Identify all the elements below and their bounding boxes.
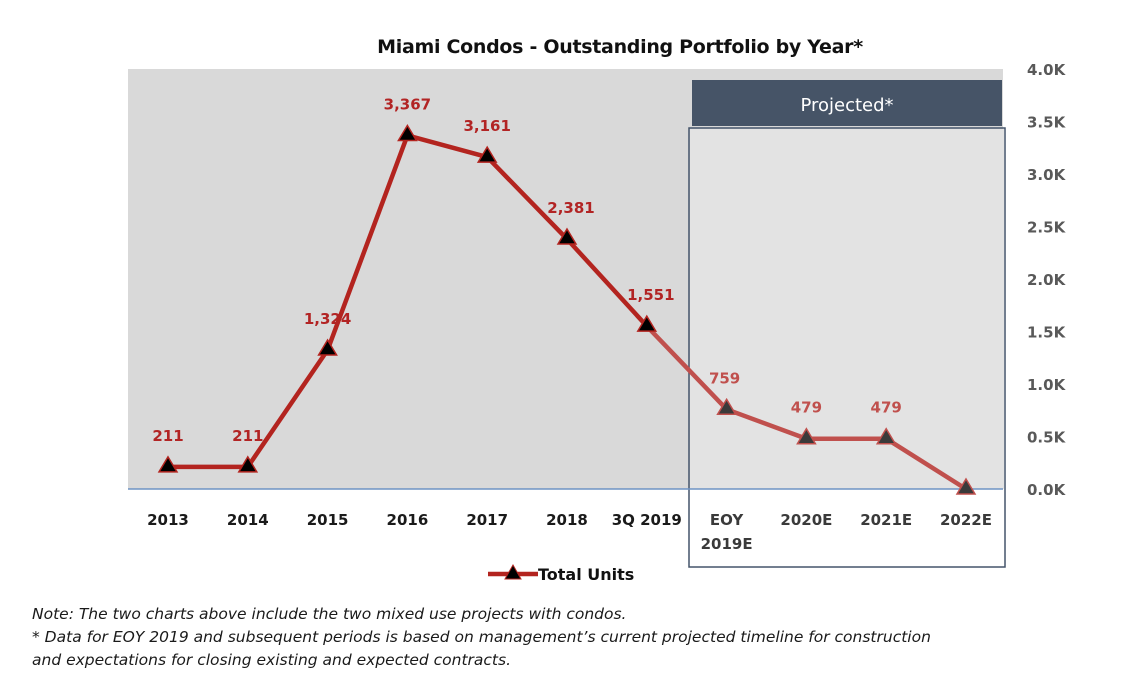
data-point-triangle (716, 397, 737, 416)
series-segment (883, 436, 969, 492)
data-point-triangle (157, 455, 179, 473)
y-tick-label: 0.0K (1027, 481, 1067, 499)
series-segment (564, 236, 650, 329)
note-line: and expectations for closing existing an… (32, 651, 512, 669)
x-tick-label: 2015 (307, 511, 349, 529)
footnotes: Note: The two charts above include the t… (32, 603, 1132, 672)
series-segment (405, 133, 490, 160)
y-tick-label: 4.0K (1027, 61, 1067, 79)
x-tick-label: 2017 (466, 511, 508, 529)
y-tick-label: 0.5K (1027, 429, 1067, 447)
y-tick-label: 2.0K (1027, 271, 1067, 289)
data-point-triangle (237, 455, 259, 473)
data-label: 479 (791, 399, 822, 417)
projected-fill (690, 129, 1004, 489)
legend: Total Units (488, 563, 634, 584)
projected-label: Projected* (800, 95, 893, 116)
data-point-triangle (796, 427, 817, 445)
series-segment (644, 323, 729, 412)
y-tick-label: 2.5K (1027, 219, 1067, 237)
note-line: Note: The two charts above include the t… (32, 605, 627, 623)
legend-triangle-icon (504, 563, 522, 580)
x-tick-label: 3Q 2019 (612, 511, 682, 529)
series-markers (157, 124, 977, 495)
series-total-units (165, 133, 969, 492)
data-point-triangle (955, 477, 977, 495)
series-segment (325, 133, 410, 353)
note-line: * Data for EOY 2019 and subsequent perio… (32, 628, 931, 646)
chart-title: Miami Condos - Outstanding Portfolio by … (377, 36, 863, 58)
x-tick-label: 2020E (780, 511, 832, 529)
data-point-triangle (636, 314, 658, 332)
data-point-triangle (875, 427, 897, 445)
projected-region (688, 127, 1006, 568)
y-tick-label: 3.0K (1027, 166, 1067, 184)
data-label: 1,551 (627, 286, 674, 304)
data-point-triangle (397, 124, 418, 142)
x-tick-label: 2022E (940, 511, 992, 529)
data-labels: 211 211 1,324 3,367 3,161 2,381 1,551 759 479 479 (152, 95, 902, 444)
x-tick-label: 2014 (227, 511, 269, 529)
series-segment (245, 347, 330, 470)
x-tick-label: 2016 (387, 511, 429, 529)
data-label: 211 (152, 427, 183, 445)
x-tick-label: EOY 2019E (701, 511, 753, 553)
data-point-triangle (476, 145, 498, 163)
projected-header (692, 80, 1002, 126)
x-tick-label: 2013 (147, 511, 189, 529)
data-point-triangle (556, 227, 578, 245)
data-label: 479 (871, 399, 902, 417)
data-label: 3,161 (463, 117, 510, 135)
series-segment (484, 154, 570, 242)
data-label: 1,324 (304, 310, 351, 328)
data-label: 759 (709, 369, 740, 387)
y-tick-label: 1.5K (1027, 324, 1067, 342)
series-segment (724, 407, 809, 441)
x-tick-label: 2021E (860, 511, 912, 529)
legend-label: Total Units (538, 565, 634, 584)
data-label: 3,367 (384, 95, 431, 113)
y-tick-label: 1.0K (1027, 376, 1067, 394)
data-label: 2,381 (547, 199, 594, 217)
y-tick-label: 3.5K (1027, 114, 1067, 132)
y-axis: 0.0K 0.5K 1.0K 1.5K 2.0K 2.5K 3.0K 3.5K 4.0K (1027, 61, 1067, 499)
x-axis: 2013 2014 2015 2016 2017 2018 3Q 2019 EOY 2019E 2… (147, 511, 992, 553)
x-tick-label: 2018 (546, 511, 588, 529)
data-point-triangle (317, 338, 338, 356)
data-label: 211 (232, 427, 263, 445)
